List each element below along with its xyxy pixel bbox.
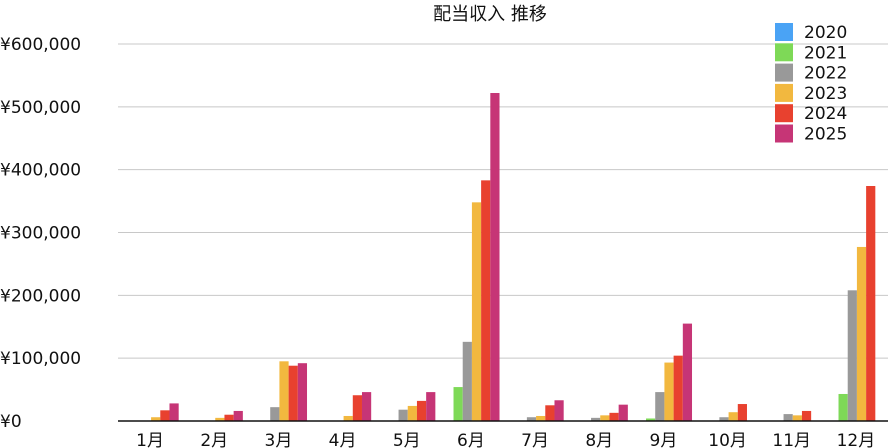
y-tick-label: ¥0 [0,412,22,432]
bar-2024-10 [737,404,747,421]
legend-swatch-2021 [775,43,793,62]
chart-title: 配当収入 推移 [433,4,547,25]
legend-swatch-2022 [775,63,793,82]
bar-2022-12 [847,290,857,421]
bar-layer [151,93,876,421]
legend-swatch-2025 [775,124,793,143]
bar-2024-3 [288,365,298,421]
x-tick-label: 4月 [329,431,357,448]
bar-2022-3 [270,407,280,421]
x-tick-label: 10月 [708,431,747,448]
x-tick-label: 11月 [772,431,811,448]
axis-layer: ¥0 ¥100,000 ¥200,000 ¥300,000 ¥400,000 ¥500,0… [0,35,888,448]
y-tick-label: ¥100,000 [0,349,81,369]
legend-swatch-2023 [775,83,793,102]
y-tick-label: ¥600,000 [0,35,81,55]
y-tick-label: ¥300,000 [0,224,81,244]
bar-2023-7 [536,415,546,421]
bar-2021-12 [838,393,848,421]
legend-label-2025: 2025 [804,125,847,145]
legend-label-2020: 2020 [804,23,847,43]
bar-2024-9 [673,355,683,421]
grid-layer [118,43,888,359]
bar-2024-8 [609,412,619,421]
bar-2023-2 [215,417,225,421]
bar-2025-7 [554,400,564,421]
bar-2023-9 [664,362,674,421]
bar-2023-6 [471,202,482,421]
bar-2023-12 [856,246,867,421]
y-tick-label: ¥200,000 [0,286,81,306]
bar-2024-12 [866,186,876,421]
bar-2024-1 [160,410,170,421]
x-tick-label: 12月 [837,431,876,448]
bar-2022-11 [783,414,793,421]
bar-2023-3 [279,361,289,421]
x-tick-label: 9月 [650,431,678,448]
bar-2024-2 [224,414,234,421]
bar-2025-5 [426,392,436,421]
bar-2024-7 [545,405,555,421]
bar-2025-6 [490,93,500,421]
x-tick-label: 8月 [585,431,613,448]
x-tick-label: 2月 [200,431,228,448]
bar-2024-5 [416,400,427,421]
legend-label-2021: 2021 [804,43,847,63]
legend-label-2024: 2024 [804,104,847,124]
bar-2025-8 [618,404,628,421]
bar-2024-11 [801,410,812,421]
bar-2023-8 [600,415,610,421]
bar-2023-1 [151,417,161,421]
x-tick-label: 5月 [393,431,421,448]
y-tick-label: ¥400,000 [0,161,81,181]
x-tick-label: 6月 [457,431,485,448]
bar-2024-4 [352,395,362,421]
y-tick-label: ¥500,000 [0,98,81,118]
bar-2022-10 [719,417,729,421]
legend-swatch-2024 [775,104,793,123]
bar-2025-3 [297,363,308,421]
bar-2023-5 [407,405,417,421]
x-tick-label: 1月 [136,431,164,448]
legend-swatch-2020 [775,23,793,41]
legend-label-2022: 2022 [804,64,847,84]
bar-2022-9 [655,392,665,421]
bar-2023-11 [792,415,802,421]
bar-2023-10 [728,412,738,421]
bar-2022-8 [591,417,601,421]
bar-2024-6 [481,180,491,421]
bar-2021-9 [646,418,656,421]
legend-label-2023: 2023 [804,84,847,104]
x-tick-label: 7月 [521,431,549,448]
x-tick-label: 3月 [265,431,293,448]
bar-2025-9 [682,323,693,421]
bar-2025-2 [233,410,243,421]
bar-2022-6 [462,341,472,421]
bar-2022-5 [398,409,408,421]
bar-2025-1 [169,403,179,421]
bar-2023-4 [343,415,353,421]
bar-2022-7 [526,417,537,421]
bar-2025-4 [361,392,372,421]
bar-2021-6 [453,387,463,421]
